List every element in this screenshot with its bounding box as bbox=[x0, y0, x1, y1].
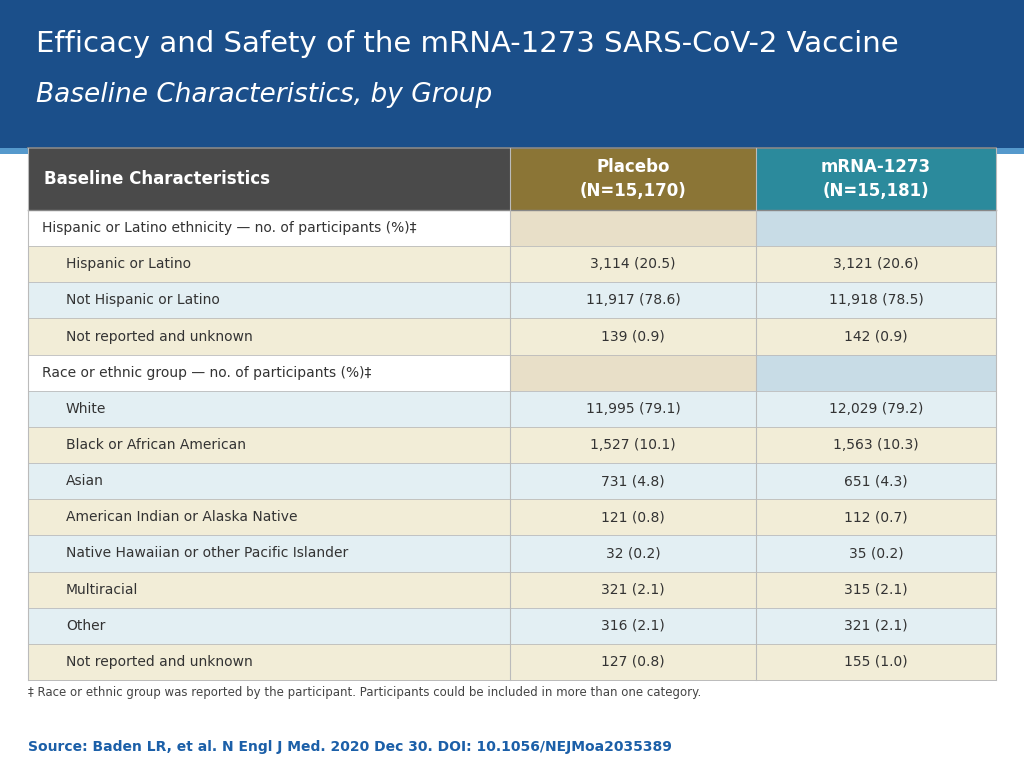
Bar bbox=[756, 247, 996, 283]
Text: Not reported and unknown: Not reported and unknown bbox=[66, 329, 253, 343]
Text: 112 (0.7): 112 (0.7) bbox=[844, 510, 908, 525]
Text: Not reported and unknown: Not reported and unknown bbox=[66, 655, 253, 669]
Text: 11,918 (78.5): 11,918 (78.5) bbox=[828, 293, 924, 307]
Bar bbox=[756, 319, 996, 355]
Text: 32 (0.2): 32 (0.2) bbox=[605, 547, 660, 561]
Bar bbox=[510, 607, 756, 644]
Text: 3,114 (20.5): 3,114 (20.5) bbox=[590, 257, 676, 271]
Text: Hispanic or Latino: Hispanic or Latino bbox=[66, 257, 191, 271]
Text: Not Hispanic or Latino: Not Hispanic or Latino bbox=[66, 293, 220, 307]
Text: Hispanic or Latino ethnicity — no. of participants (%)‡: Hispanic or Latino ethnicity — no. of pa… bbox=[42, 221, 417, 235]
Bar bbox=[510, 148, 756, 210]
Bar bbox=[756, 535, 996, 571]
Bar bbox=[510, 499, 756, 535]
Text: 121 (0.8): 121 (0.8) bbox=[601, 510, 665, 525]
Bar bbox=[28, 210, 510, 247]
Text: Efficacy and Safety of the mRNA-1273 SARS-CoV-2 Vaccine: Efficacy and Safety of the mRNA-1273 SAR… bbox=[36, 30, 899, 58]
Bar bbox=[756, 210, 996, 247]
Text: 35 (0.2): 35 (0.2) bbox=[849, 547, 903, 561]
Text: mRNA-1273
(N=15,181): mRNA-1273 (N=15,181) bbox=[821, 158, 931, 200]
Bar bbox=[756, 391, 996, 427]
Text: 142 (0.9): 142 (0.9) bbox=[844, 329, 908, 343]
Bar bbox=[28, 607, 510, 644]
Text: 651 (4.3): 651 (4.3) bbox=[844, 474, 908, 488]
Text: 315 (2.1): 315 (2.1) bbox=[844, 583, 908, 597]
Text: 731 (4.8): 731 (4.8) bbox=[601, 474, 665, 488]
Text: 11,995 (79.1): 11,995 (79.1) bbox=[586, 402, 680, 415]
Bar bbox=[510, 571, 756, 607]
Text: 1,527 (10.1): 1,527 (10.1) bbox=[590, 438, 676, 452]
Bar bbox=[756, 427, 996, 463]
Text: 12,029 (79.2): 12,029 (79.2) bbox=[828, 402, 924, 415]
Bar bbox=[28, 247, 510, 283]
Bar bbox=[510, 283, 756, 319]
Bar bbox=[28, 427, 510, 463]
Bar bbox=[510, 210, 756, 247]
Bar bbox=[0, 0, 1024, 148]
Text: 127 (0.8): 127 (0.8) bbox=[601, 655, 665, 669]
Bar bbox=[510, 247, 756, 283]
Text: 1,563 (10.3): 1,563 (10.3) bbox=[834, 438, 919, 452]
Bar bbox=[510, 319, 756, 355]
Bar bbox=[756, 607, 996, 644]
Text: 321 (2.1): 321 (2.1) bbox=[601, 583, 665, 597]
Text: Asian: Asian bbox=[66, 474, 103, 488]
Text: 3,121 (20.6): 3,121 (20.6) bbox=[834, 257, 919, 271]
Bar bbox=[28, 148, 996, 680]
Bar bbox=[756, 148, 996, 210]
Bar bbox=[756, 499, 996, 535]
Bar bbox=[756, 463, 996, 499]
Bar bbox=[28, 319, 510, 355]
Bar bbox=[756, 571, 996, 607]
Text: ‡ Race or ethnic group was reported by the participant. Participants could be in: ‡ Race or ethnic group was reported by t… bbox=[28, 686, 701, 699]
Bar bbox=[756, 644, 996, 680]
Text: 155 (1.0): 155 (1.0) bbox=[844, 655, 908, 669]
Bar bbox=[28, 283, 510, 319]
Bar bbox=[28, 499, 510, 535]
Bar bbox=[28, 571, 510, 607]
Text: 321 (2.1): 321 (2.1) bbox=[844, 619, 908, 633]
Text: Multiracial: Multiracial bbox=[66, 583, 138, 597]
Text: 316 (2.1): 316 (2.1) bbox=[601, 619, 665, 633]
Text: Other: Other bbox=[66, 619, 105, 633]
Text: Baseline Characteristics: Baseline Characteristics bbox=[44, 170, 270, 188]
Bar bbox=[756, 283, 996, 319]
Bar bbox=[0, 148, 1024, 154]
Bar bbox=[28, 535, 510, 571]
Text: Placebo
(N=15,170): Placebo (N=15,170) bbox=[580, 158, 686, 200]
Text: 11,917 (78.6): 11,917 (78.6) bbox=[586, 293, 680, 307]
Text: American Indian or Alaska Native: American Indian or Alaska Native bbox=[66, 510, 298, 525]
Bar bbox=[28, 463, 510, 499]
Bar bbox=[510, 535, 756, 571]
Text: Race or ethnic group — no. of participants (%)‡: Race or ethnic group — no. of participan… bbox=[42, 366, 372, 379]
Bar bbox=[510, 355, 756, 391]
Bar bbox=[28, 148, 510, 210]
Text: Black or African American: Black or African American bbox=[66, 438, 246, 452]
Text: Baseline Characteristics, by Group: Baseline Characteristics, by Group bbox=[36, 82, 493, 108]
Bar bbox=[510, 427, 756, 463]
Bar bbox=[28, 355, 510, 391]
Text: Native Hawaiian or other Pacific Islander: Native Hawaiian or other Pacific Islande… bbox=[66, 547, 348, 561]
Bar bbox=[510, 644, 756, 680]
Bar bbox=[756, 355, 996, 391]
Text: 139 (0.9): 139 (0.9) bbox=[601, 329, 665, 343]
Bar bbox=[510, 391, 756, 427]
Bar bbox=[510, 463, 756, 499]
Bar bbox=[28, 391, 510, 427]
Bar bbox=[28, 644, 510, 680]
Text: Source: Baden LR, et al. N Engl J Med. 2020 Dec 30. DOI: 10.1056/NEJMoa2035389: Source: Baden LR, et al. N Engl J Med. 2… bbox=[28, 740, 672, 754]
Text: White: White bbox=[66, 402, 106, 415]
